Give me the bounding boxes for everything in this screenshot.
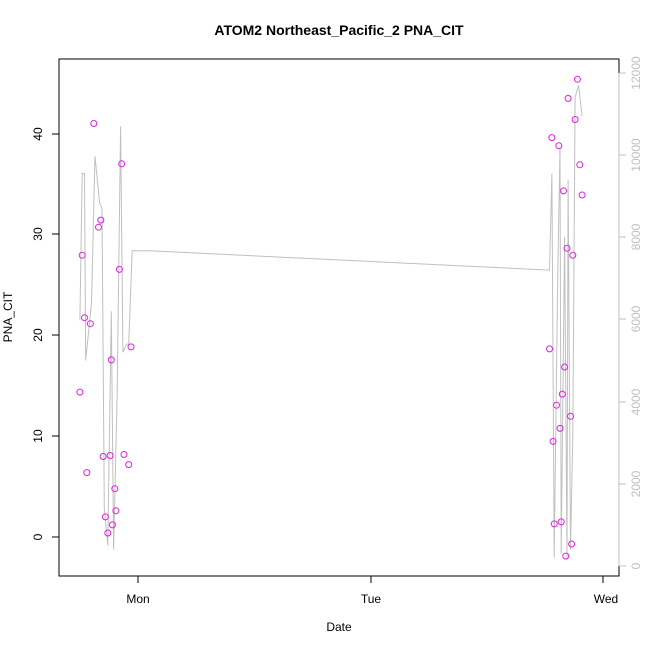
line-series bbox=[79, 84, 583, 558]
data-point bbox=[86, 320, 94, 328]
right-y-tick-label: 0 bbox=[629, 562, 643, 569]
data-point bbox=[108, 521, 116, 529]
data-point bbox=[104, 529, 112, 537]
x-axis-label: Date bbox=[326, 620, 352, 634]
data-point bbox=[561, 363, 569, 371]
data-point bbox=[76, 388, 84, 396]
series-line bbox=[79, 84, 583, 558]
data-point bbox=[90, 120, 98, 127]
data-point bbox=[120, 451, 128, 458]
y-tick-label: 0 bbox=[31, 533, 45, 540]
chart-title: ATOM2 Northeast_Pacific_2 PNA_CIT bbox=[214, 22, 464, 38]
data-point bbox=[555, 142, 563, 150]
data-point bbox=[101, 513, 109, 521]
data-point bbox=[578, 191, 586, 199]
data-point bbox=[549, 437, 557, 445]
data-point bbox=[111, 485, 119, 493]
data-point bbox=[112, 507, 120, 515]
right-y-tick-label: 8000 bbox=[629, 223, 643, 250]
data-point bbox=[550, 520, 558, 528]
data-point bbox=[553, 401, 560, 409]
data-point bbox=[567, 412, 574, 420]
plot-frame bbox=[58, 58, 620, 577]
data-point bbox=[118, 160, 126, 168]
data-point bbox=[106, 452, 114, 459]
data-point bbox=[125, 461, 133, 469]
data-point bbox=[576, 161, 584, 169]
right-y-tick-label: 12000 bbox=[629, 56, 643, 90]
data-point bbox=[562, 552, 570, 560]
data-point bbox=[548, 134, 556, 142]
y-tick-label: 30 bbox=[31, 227, 45, 241]
data-point bbox=[99, 453, 107, 460]
data-point bbox=[560, 187, 567, 195]
data-point bbox=[568, 540, 576, 548]
data-point bbox=[571, 116, 579, 123]
data-point bbox=[546, 345, 553, 353]
y-axis-label: PNA_CIT bbox=[1, 291, 15, 342]
data-point bbox=[78, 251, 86, 259]
y-tick-label: 40 bbox=[31, 127, 45, 141]
right-y-tick-label: 10000 bbox=[629, 138, 643, 172]
y-tick-label: 10 bbox=[31, 429, 45, 443]
data-point bbox=[558, 390, 566, 398]
point-series bbox=[76, 75, 586, 560]
data-point bbox=[563, 244, 571, 252]
data-point bbox=[573, 75, 581, 83]
x-tick-label: Wed bbox=[594, 592, 618, 606]
y-axis: 0 10 20 30 40 bbox=[31, 127, 60, 540]
data-point bbox=[557, 518, 565, 526]
data-point bbox=[556, 424, 564, 432]
data-point bbox=[127, 343, 135, 351]
data-point bbox=[115, 265, 123, 273]
right-y-tick-label: 4000 bbox=[629, 388, 643, 415]
data-point bbox=[97, 216, 105, 224]
y-tick-label: 20 bbox=[31, 328, 45, 342]
data-point bbox=[107, 356, 115, 364]
right-y-tick-label: 2000 bbox=[629, 470, 643, 497]
data-point bbox=[83, 469, 91, 477]
data-point bbox=[569, 251, 577, 259]
x-axis: Mon Tue Wed bbox=[126, 575, 618, 606]
data-point bbox=[81, 314, 88, 322]
data-point bbox=[564, 94, 572, 102]
x-tick-label: Tue bbox=[361, 592, 382, 606]
right-y-axis: 0 2000 4000 6000 8000 10000 12000 bbox=[618, 56, 643, 569]
data-point bbox=[95, 223, 102, 231]
right-y-tick-label: 6000 bbox=[629, 305, 643, 332]
x-tick-label: Mon bbox=[126, 592, 149, 606]
